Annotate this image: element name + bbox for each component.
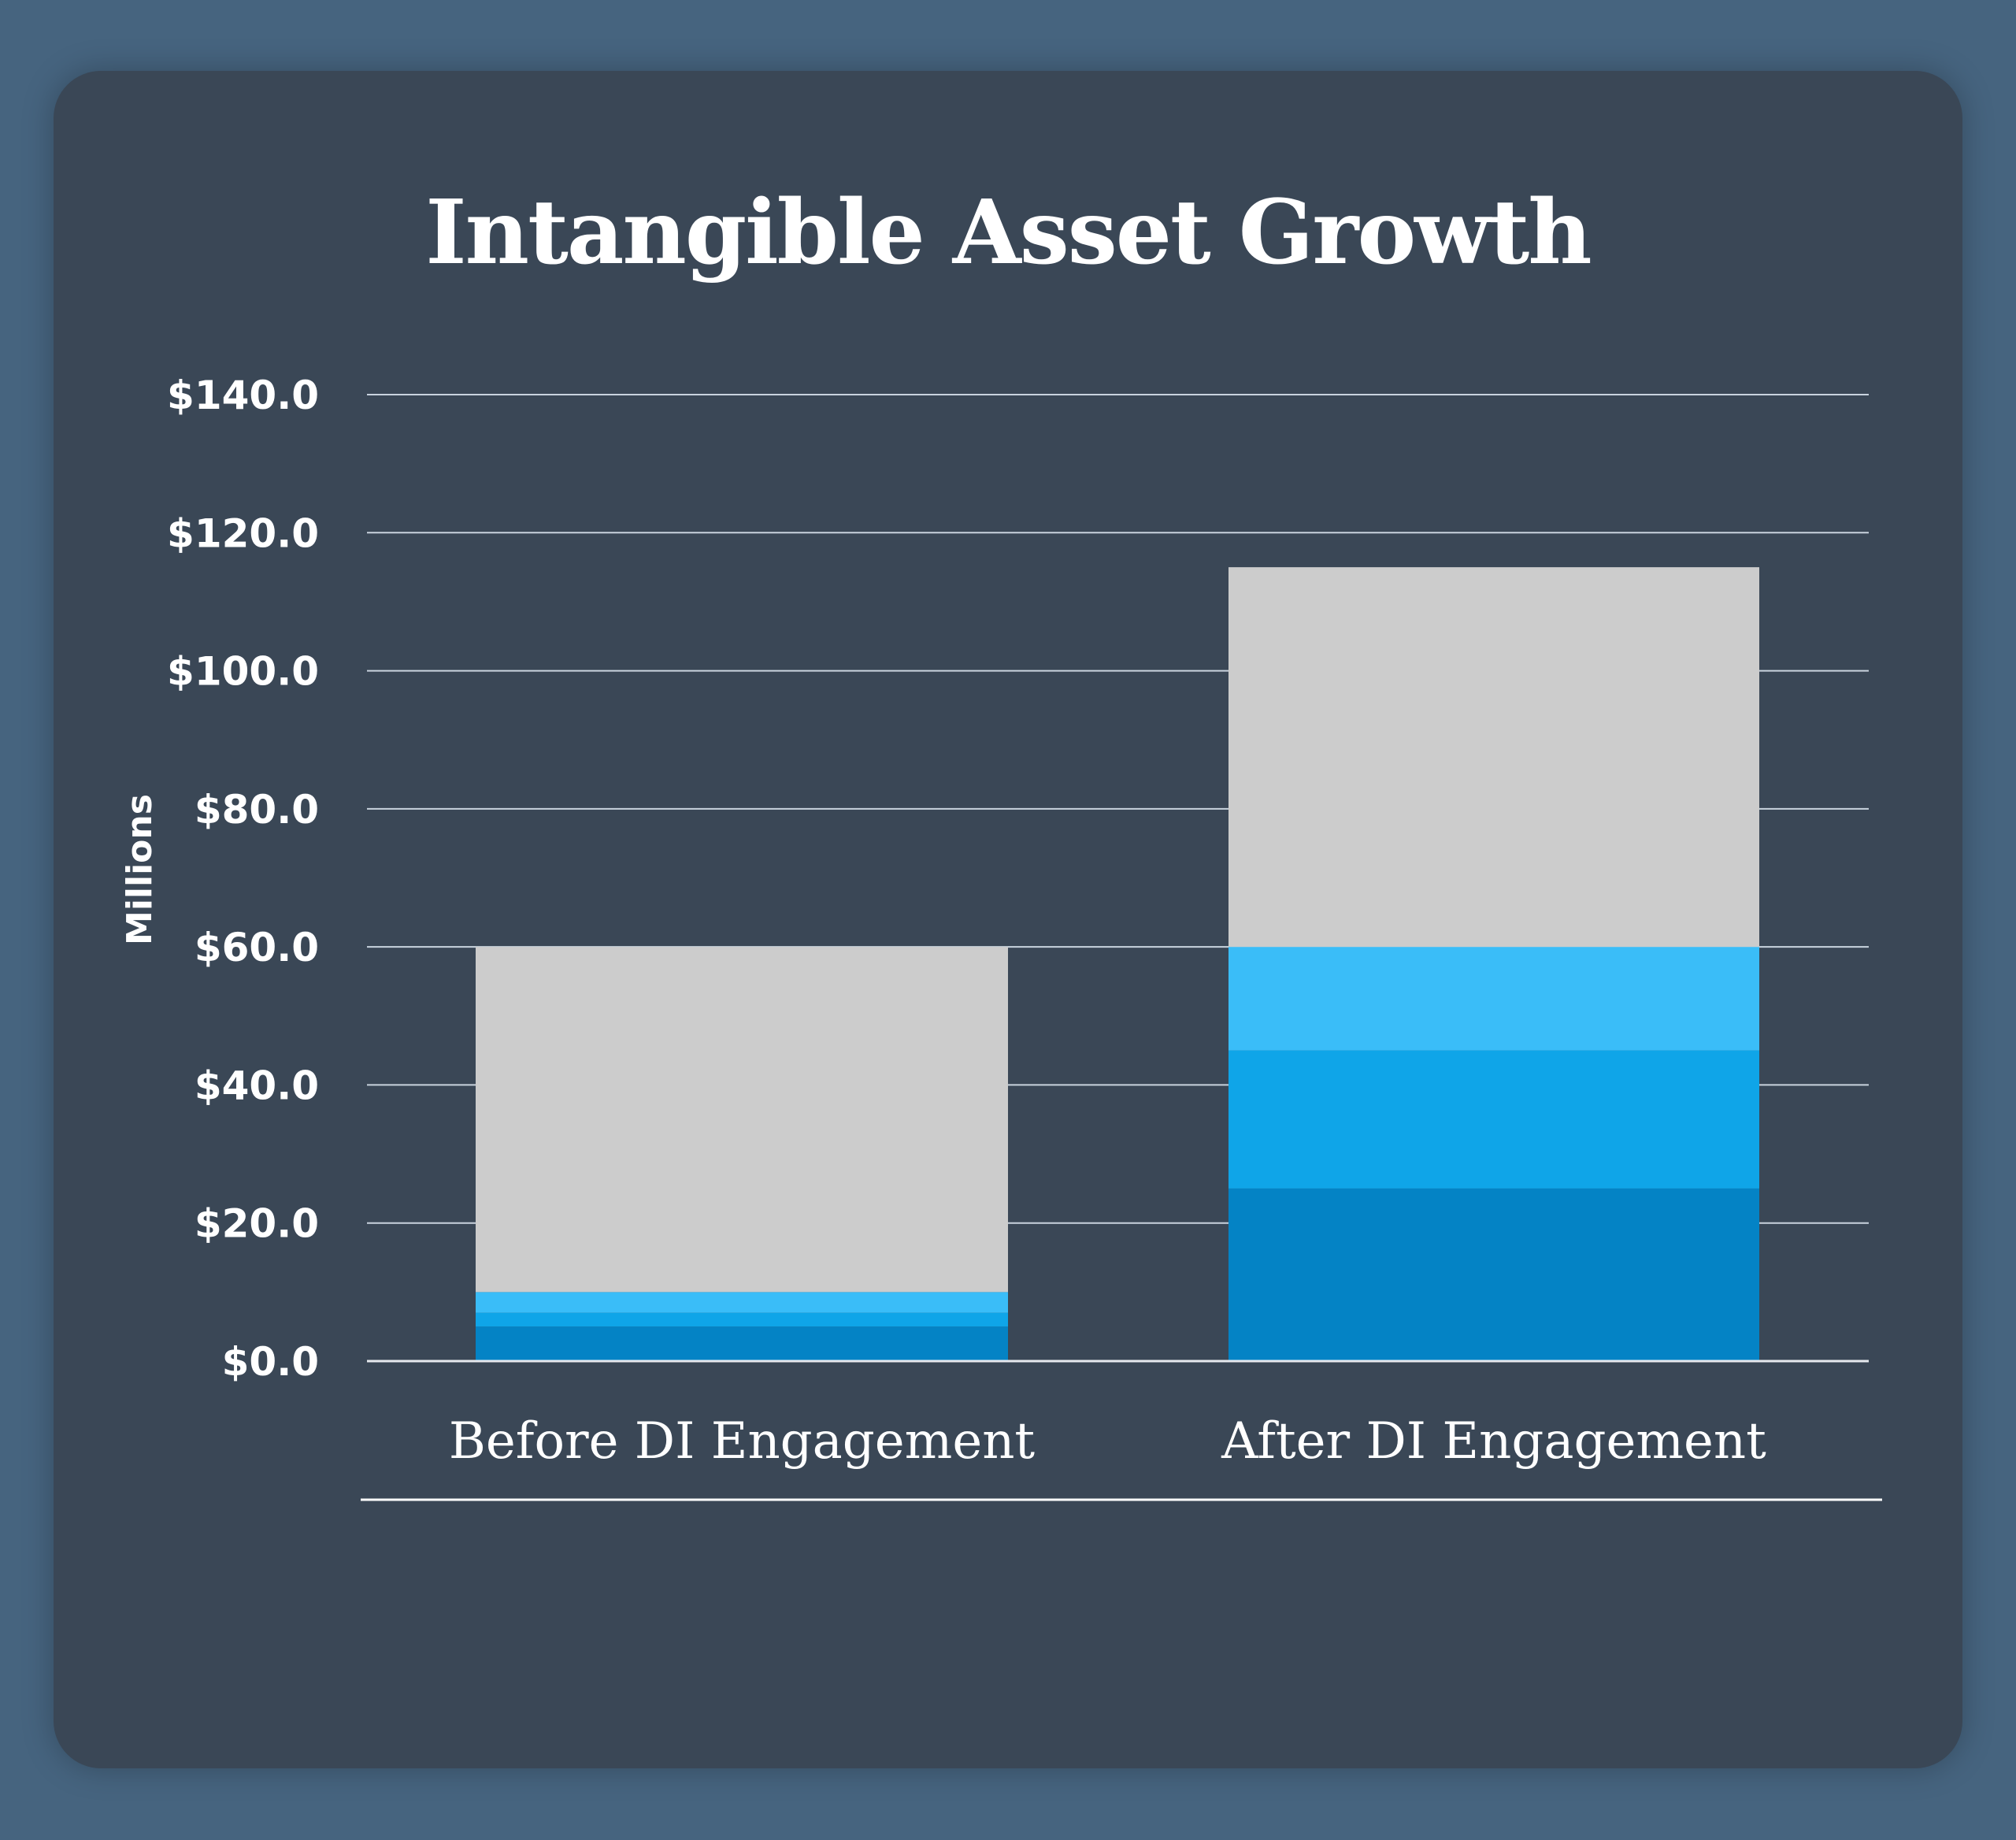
x-category-label: After DI Engagement	[1221, 1412, 1766, 1471]
y-tick-label: $80.0	[195, 787, 319, 833]
y-tick-label: $100.0	[167, 649, 319, 695]
y-tick-label: $0.0	[222, 1339, 319, 1385]
bar-segment	[476, 947, 1008, 1293]
bar-segment	[1228, 1188, 1759, 1361]
x-category-label: Before DI Engagement	[449, 1412, 1036, 1471]
y-tick-label: $140.0	[167, 373, 319, 418]
y-tick-label: $60.0	[195, 925, 319, 970]
y-tick-label: $40.0	[195, 1063, 319, 1108]
bar-segment	[1228, 567, 1759, 948]
y-tick-label: $20.0	[195, 1201, 319, 1247]
bar-segment	[476, 1312, 1008, 1327]
bar-segment	[476, 1326, 1008, 1361]
bar-segment	[1228, 1050, 1759, 1189]
bar-segment	[476, 1292, 1008, 1313]
bar-segment	[1228, 947, 1759, 1051]
y-tick-label: $120.0	[167, 510, 319, 556]
chart-title: Intangible Asset Growth	[425, 181, 1592, 284]
y-axis-label: Millions	[120, 794, 160, 945]
